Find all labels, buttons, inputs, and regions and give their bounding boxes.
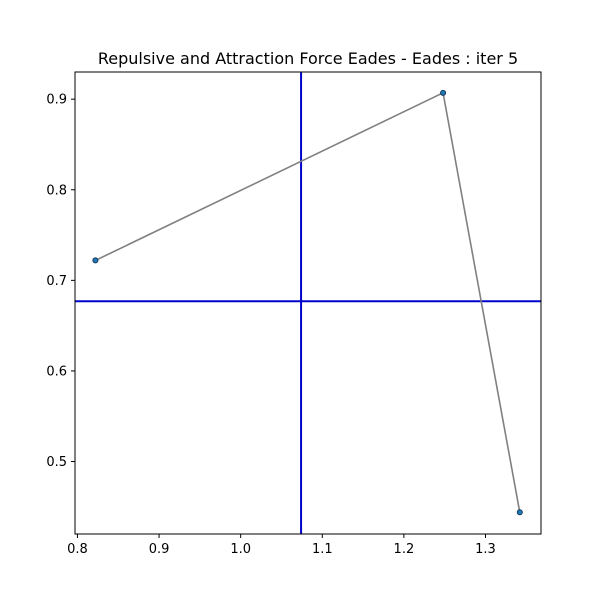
plot-content <box>75 72 541 534</box>
graph-edge <box>442 92 521 513</box>
graph-edge <box>95 92 444 262</box>
x-tick-label: 0.8 <box>67 542 88 557</box>
x-tick-label: 0.9 <box>149 542 170 557</box>
axes-frame <box>74 71 542 535</box>
y-tick-label: 0.7 <box>46 274 67 289</box>
x-axis: 0.8 0.9 1.0 1.1 1.2 1.3 <box>67 534 496 557</box>
graph-node <box>92 257 99 264</box>
graph-node <box>516 509 523 516</box>
x-tick-label: 1.1 <box>312 542 333 557</box>
x-tick-label: 1.0 <box>230 542 251 557</box>
y-tick-label: 0.8 <box>46 183 67 198</box>
x-tick-label: 1.2 <box>394 542 415 557</box>
y-tick-label: 0.5 <box>46 455 67 470</box>
y-axis: 0.5 0.6 0.7 0.8 0.9 <box>46 93 75 470</box>
y-tick-label: 0.9 <box>46 93 67 108</box>
y-tick-label: 0.6 <box>46 364 67 379</box>
x-tick-label: 1.3 <box>475 542 496 557</box>
chart-title: Repulsive and Attraction Force Eades - E… <box>98 49 518 68</box>
graph-node <box>440 89 447 96</box>
